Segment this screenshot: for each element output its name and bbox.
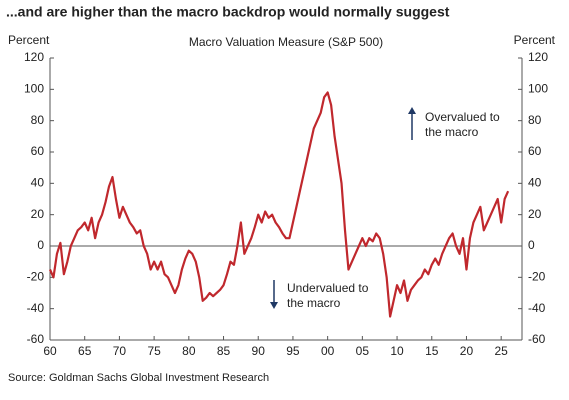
x-tick-label: 10 xyxy=(390,344,404,358)
y-axis-label: Percent xyxy=(8,33,50,47)
x-tick-label: 85 xyxy=(217,344,231,358)
annotation: Overvalued to xyxy=(425,110,500,124)
y-tick-label: 40 xyxy=(31,176,45,190)
chart-title: ...and are higher than the macro backdro… xyxy=(6,4,450,20)
y2-tick-label: 40 xyxy=(528,176,542,190)
y2-tick-label: 120 xyxy=(528,50,548,64)
x-tick-label: 70 xyxy=(113,344,127,358)
arrowhead xyxy=(270,302,278,309)
y-tick-label: 80 xyxy=(31,113,45,127)
y-tick-label: 100 xyxy=(24,82,44,96)
y2-tick-label: -60 xyxy=(528,332,546,346)
y2-tick-label: -40 xyxy=(528,301,546,315)
annotation: Undervalued to xyxy=(287,281,369,295)
y-tick-label: 0 xyxy=(37,238,44,252)
x-tick-label: 80 xyxy=(182,344,196,358)
y-tick-label: 60 xyxy=(31,144,45,158)
y-tick-label: -40 xyxy=(27,301,45,315)
x-tick-label: 05 xyxy=(356,344,370,358)
x-tick-label: 90 xyxy=(252,344,266,358)
x-tick-label: 25 xyxy=(494,344,508,358)
x-tick-label: 60 xyxy=(43,344,57,358)
line-series xyxy=(48,91,510,318)
x-tick-label: 95 xyxy=(286,344,300,358)
y2-tick-label: 100 xyxy=(528,82,548,96)
y-tick-label: 20 xyxy=(31,207,45,221)
annotation: the macro xyxy=(287,296,341,310)
x-tick-label: 75 xyxy=(147,344,161,358)
y2-tick-label: -20 xyxy=(528,270,546,284)
y2-tick-label: 20 xyxy=(528,207,542,221)
annotation: the macro xyxy=(425,125,479,139)
arrowhead xyxy=(408,107,416,114)
x-tick-label: 00 xyxy=(321,344,335,358)
x-tick-label: 15 xyxy=(425,344,439,358)
y-tick-label: -20 xyxy=(27,270,45,284)
source-note: Source: Goldman Sachs Global Investment … xyxy=(8,372,269,384)
y-tick-label: 120 xyxy=(24,50,44,64)
x-tick-label: 65 xyxy=(78,344,92,358)
x-tick-label: 20 xyxy=(460,344,474,358)
y2-tick-label: 0 xyxy=(528,238,535,252)
chart-subtitle: Macro Valuation Measure (S&P 500) xyxy=(189,35,383,49)
y2-axis-label: Percent xyxy=(514,33,556,47)
y2-tick-label: 60 xyxy=(528,144,542,158)
y2-tick-label: 80 xyxy=(528,113,542,127)
y-tick-label: -60 xyxy=(27,332,45,346)
